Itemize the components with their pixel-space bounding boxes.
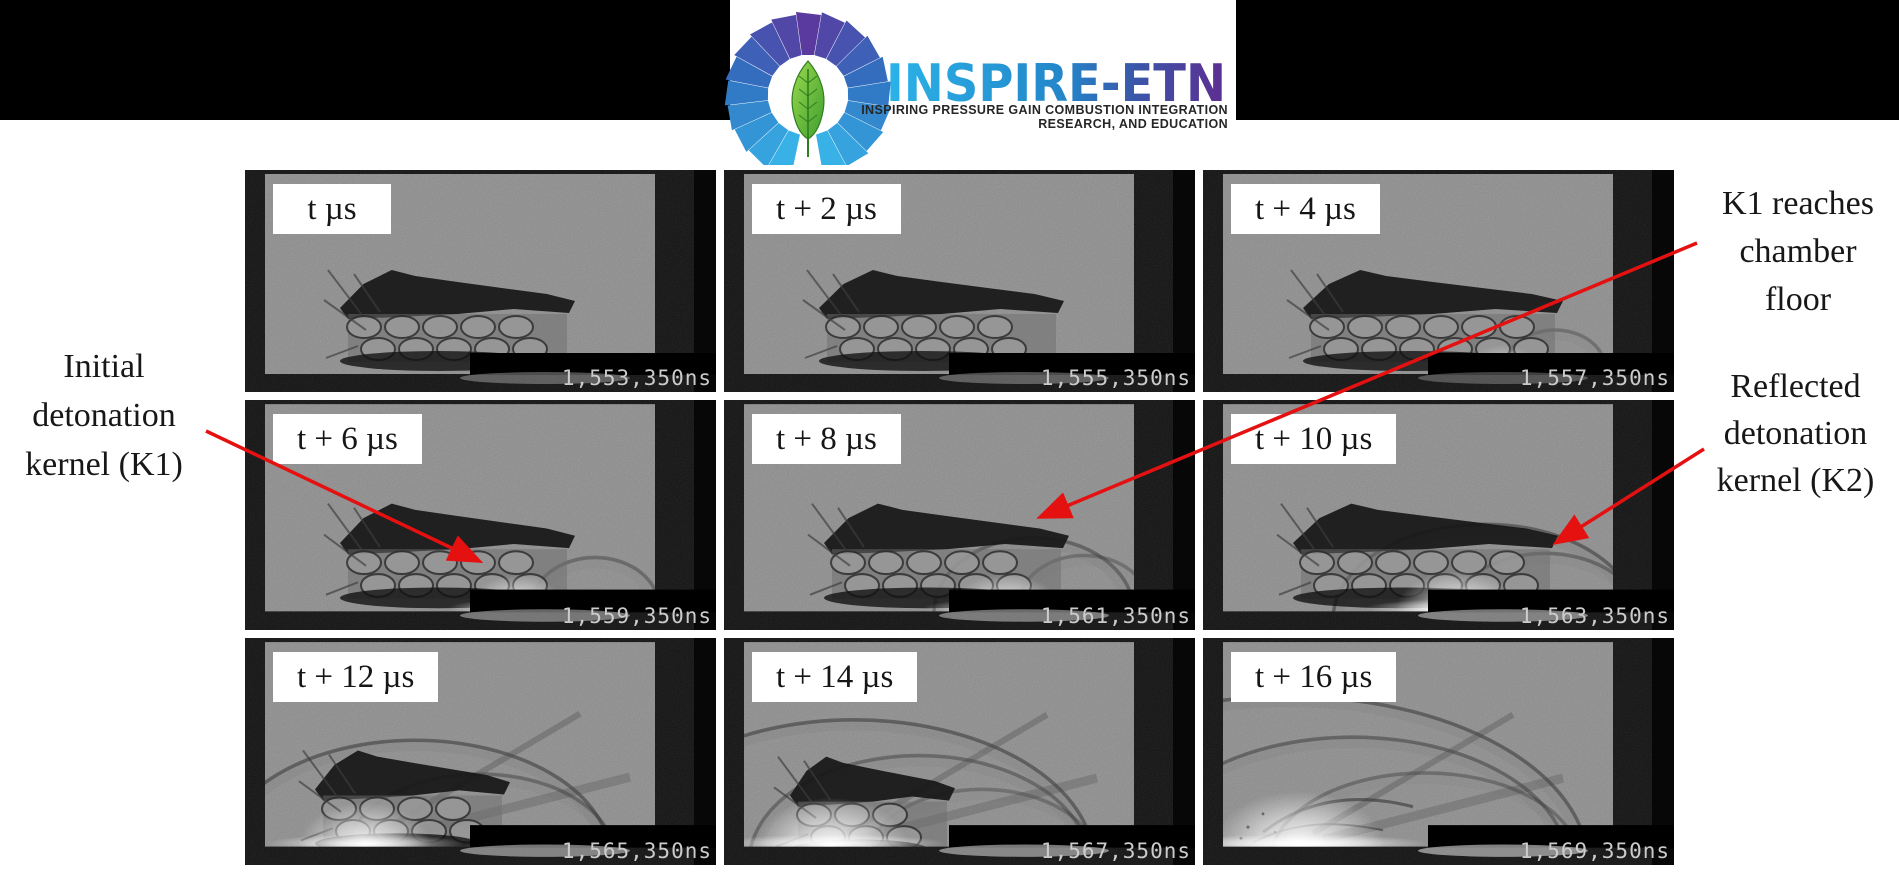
wordmark-text: INSPIRE-ETN <box>886 54 1226 114</box>
header-bar: INSPIRE-ETN INSPIRING PRESSURE GAIN COMB… <box>0 0 1899 165</box>
frame-timestamp: 1,565,350ns <box>561 839 712 863</box>
frame-time-label: t + 16 µs <box>1231 652 1397 702</box>
schlieren-frame-7: t + 12 µs 1,565,350ns <box>245 638 716 865</box>
annotation-reflected-kernel: Reflected detonation kernel (K2) <box>1692 363 1899 504</box>
annotation-line: kernel (K2) <box>1716 462 1875 499</box>
annotation-line: Initial <box>63 348 145 385</box>
schlieren-frame-5: t + 8 µs 1,561,350ns <box>724 400 1195 630</box>
frame-time-label: t + 12 µs <box>273 652 439 702</box>
frame-timestamp: 1,555,350ns <box>1040 366 1191 390</box>
annotation-initial-kernel: Initial detonation kernel (K1) <box>0 342 210 489</box>
annotation-k1-reaches-floor: K1 reaches chamber floor <box>1698 180 1898 324</box>
frame-timestamp: 1,553,350ns <box>561 366 712 390</box>
frame-time-label: t + 4 µs <box>1231 184 1380 234</box>
frame-time-label: t µs <box>273 184 391 234</box>
annotation-line: Reflected <box>1730 368 1861 405</box>
schlieren-frame-3: t + 4 µs 1,557,350ns <box>1203 170 1674 392</box>
schlieren-frame-8: t + 14 µs 1,567,350ns <box>724 638 1195 865</box>
frame-timestamp: 1,563,350ns <box>1519 604 1670 628</box>
frame-timestamp: 1,567,350ns <box>1040 839 1191 863</box>
frame-timestamp: 1,557,350ns <box>1519 366 1670 390</box>
logo-panel: INSPIRE-ETN INSPIRING PRESSURE GAIN COMB… <box>724 0 1236 165</box>
frame-timestamp: 1,559,350ns <box>561 604 712 628</box>
frame-time-label: t + 8 µs <box>752 414 901 464</box>
frame-time-label: t + 14 µs <box>752 652 918 702</box>
schlieren-frame-2: t + 2 µs 1,555,350ns <box>724 170 1195 392</box>
schlieren-frame-1: t µs 1,553,350ns <box>245 170 716 392</box>
schlieren-frame-9: t + 16 µs 1,569,350ns <box>1203 638 1674 865</box>
frame-time-label: t + 2 µs <box>752 184 901 234</box>
frame-timestamp: 1,561,350ns <box>1040 604 1191 628</box>
frame-timestamp: 1,569,350ns <box>1519 839 1670 863</box>
schlieren-frame-4: t + 6 µs 1,559,350ns <box>245 400 716 630</box>
frame-time-label: t + 6 µs <box>273 414 422 464</box>
annotation-line: chamber <box>1739 233 1857 270</box>
annotation-line: detonation <box>1723 415 1868 452</box>
logo-tagline: INSPIRING PRESSURE GAIN COMBUSTION INTEG… <box>808 103 1228 131</box>
annotation-line: detonation <box>32 397 176 434</box>
annotation-line: K1 reaches <box>1722 185 1874 222</box>
tagline-line1: INSPIRING PRESSURE GAIN COMBUSTION INTEG… <box>861 103 1228 117</box>
schlieren-frame-6: t + 10 µs 1,563,350ns <box>1203 400 1674 630</box>
annotation-line: floor <box>1764 281 1832 318</box>
inspire-wordmark: INSPIRE-ETN <box>886 54 1226 114</box>
frame-time-label: t + 10 µs <box>1231 414 1397 464</box>
fan-leaf-logo-icon <box>724 12 891 165</box>
tagline-line2: RESEARCH, AND EDUCATION <box>1038 117 1228 131</box>
annotation-line: kernel (K1) <box>25 446 183 483</box>
